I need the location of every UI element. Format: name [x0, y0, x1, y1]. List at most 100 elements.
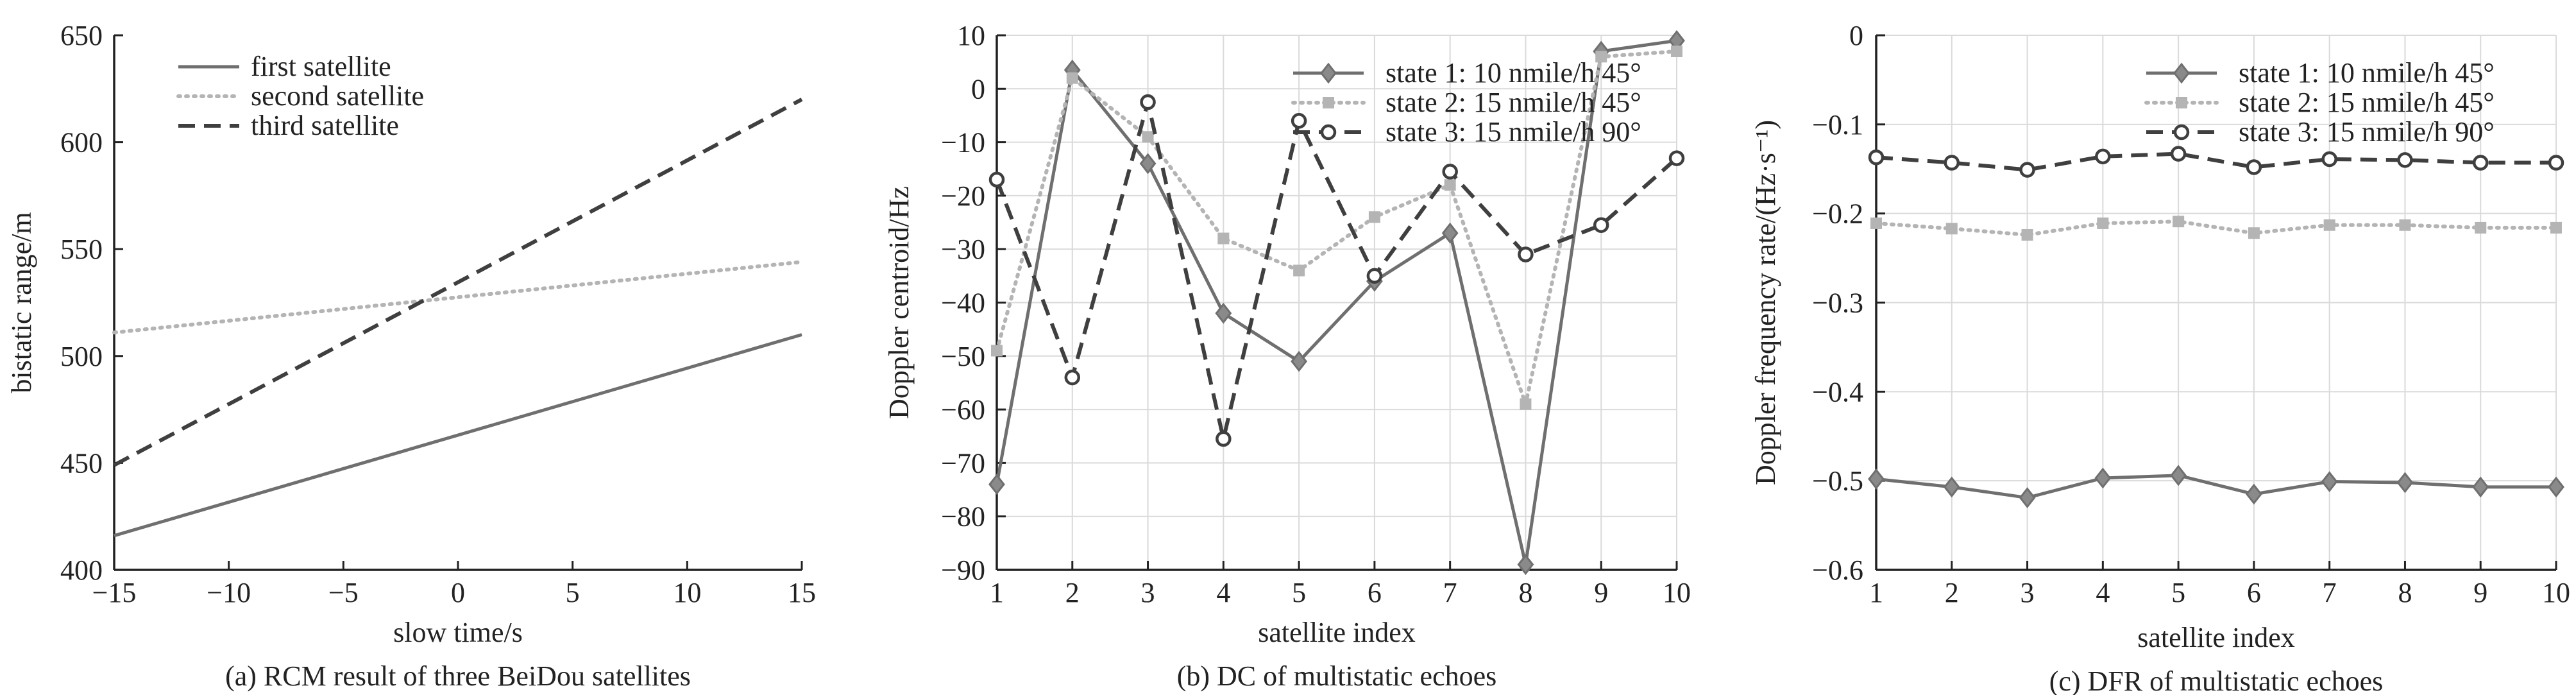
data-point-marker: [1140, 94, 1156, 110]
y-tick-label: −30: [941, 234, 985, 265]
x-tick-label: 6: [1368, 577, 1382, 608]
series-line: [112, 260, 804, 335]
data-point-marker: [2548, 155, 2564, 171]
data-point-marker: [1945, 223, 1958, 235]
x-tick-label: 5: [566, 577, 580, 608]
data-point-marker: [1368, 211, 1380, 223]
data-point-marker: [2173, 216, 2185, 228]
y-tick-label: 500: [60, 341, 103, 372]
series-line: [995, 39, 1677, 567]
data-point-marker: [2097, 217, 2109, 229]
x-tick-label: 15: [788, 577, 816, 608]
x-tick-label: 5: [2171, 577, 2185, 608]
x-tick-label: 1: [1869, 577, 1883, 608]
legend-marker: [1320, 62, 1337, 84]
legend-label: state 3: 15 nmile/h 90°: [1385, 116, 1641, 148]
y-tick-label: 400: [60, 554, 103, 586]
y-tick-label: 650: [60, 20, 103, 51]
y-tick-label: −0.5: [1812, 465, 1863, 497]
y-tick-label: 0: [971, 73, 985, 105]
x-tick-label: 6: [2247, 577, 2261, 608]
data-point-marker: [2170, 465, 2187, 486]
data-point-marker: [1366, 268, 1383, 284]
data-point-marker: [1518, 246, 1534, 262]
y-tick-label: −0.1: [1812, 109, 1863, 141]
data-point-marker: [2323, 219, 2335, 231]
legend-marker: [2173, 124, 2190, 141]
x-tick-label: 10: [673, 577, 701, 608]
x-tick-label: −15: [92, 577, 137, 608]
x-tick-label: 9: [2473, 577, 2487, 608]
data-point-marker: [1444, 179, 1456, 191]
data-point-marker: [2548, 476, 2564, 498]
x-tick-label: 9: [1594, 577, 1608, 608]
x-tick-label: 7: [1443, 577, 1457, 608]
y-tick-label: 10: [957, 20, 985, 51]
data-point-marker: [1441, 222, 1459, 244]
data-point-marker: [1868, 468, 1885, 490]
y-tick-label: −10: [941, 127, 985, 159]
y-tick-label: 450: [60, 447, 103, 479]
x-tick-label: 10: [2542, 577, 2570, 608]
data-point-marker: [1595, 51, 1607, 63]
data-point-marker: [2021, 228, 2033, 241]
legend-label: second satellite: [251, 80, 424, 112]
y-tick-label: −90: [941, 554, 985, 586]
y-tick-label: −0.4: [1812, 376, 1863, 408]
y-tick-label: −0.2: [1812, 198, 1863, 230]
data-point-marker: [1216, 431, 1232, 447]
data-point-marker: [2321, 151, 2337, 167]
x-tick-label: −10: [207, 577, 251, 608]
data-point-marker: [1868, 149, 1885, 166]
y-tick-label: 0: [1849, 20, 1863, 51]
data-point-marker: [2019, 487, 2036, 508]
panel-caption: (a) RCM result of three BeiDou satellite…: [225, 660, 691, 692]
data-point-marker: [1517, 554, 1534, 576]
data-point-marker: [2095, 148, 2111, 165]
data-point-marker: [2170, 146, 2187, 162]
data-point-marker: [1066, 72, 1078, 84]
legend-label: first satellite: [251, 51, 391, 82]
data-point-marker: [1593, 217, 1609, 233]
y-tick-label: −20: [941, 180, 985, 212]
series-line: [113, 98, 803, 467]
data-point-marker: [2245, 483, 2262, 505]
panel-caption: (b) DC of multistatic echoes: [1177, 660, 1497, 692]
data-point-marker: [1291, 113, 1307, 129]
x-axis-label: satellite index: [2137, 622, 2295, 653]
data-point-marker: [1217, 232, 1230, 245]
data-point-marker: [988, 171, 1005, 188]
data-point-marker: [991, 345, 1003, 357]
data-point-marker: [2472, 155, 2489, 171]
data-point-marker: [2399, 219, 2411, 231]
x-tick-label: 3: [1141, 577, 1155, 608]
legend-marker: [2173, 62, 2190, 84]
data-point-marker: [2475, 221, 2487, 234]
y-tick-label: −80: [941, 501, 985, 533]
legend-marker: [2176, 97, 2187, 108]
x-tick-label: 2: [1945, 577, 1959, 608]
data-point-marker: [1293, 264, 1305, 277]
data-point-marker: [2094, 467, 2112, 489]
x-axis-label: satellite index: [1258, 617, 1416, 648]
x-tick-label: 8: [1518, 577, 1532, 608]
data-point-marker: [1142, 131, 1154, 143]
x-tick-label: 0: [451, 577, 465, 608]
data-point-marker: [1944, 155, 1960, 171]
x-tick-label: 4: [2096, 577, 2110, 608]
x-tick-label: 5: [1292, 577, 1306, 608]
data-point-marker: [988, 474, 1005, 495]
y-tick-label: −0.6: [1812, 554, 1863, 586]
data-point-marker: [2019, 162, 2035, 178]
series-line: [1874, 219, 2558, 237]
data-point-marker: [2472, 476, 2489, 498]
x-tick-label: 1: [990, 577, 1004, 608]
data-point-marker: [1520, 398, 1532, 410]
data-point-marker: [2396, 472, 2414, 493]
legend-label: state 2: 15 nmile/h 45°: [2239, 87, 2495, 118]
y-tick-label: −40: [941, 287, 985, 319]
y-tick-label: −60: [941, 394, 985, 425]
x-tick-label: 8: [2398, 577, 2412, 608]
series-line: [1876, 151, 2556, 172]
